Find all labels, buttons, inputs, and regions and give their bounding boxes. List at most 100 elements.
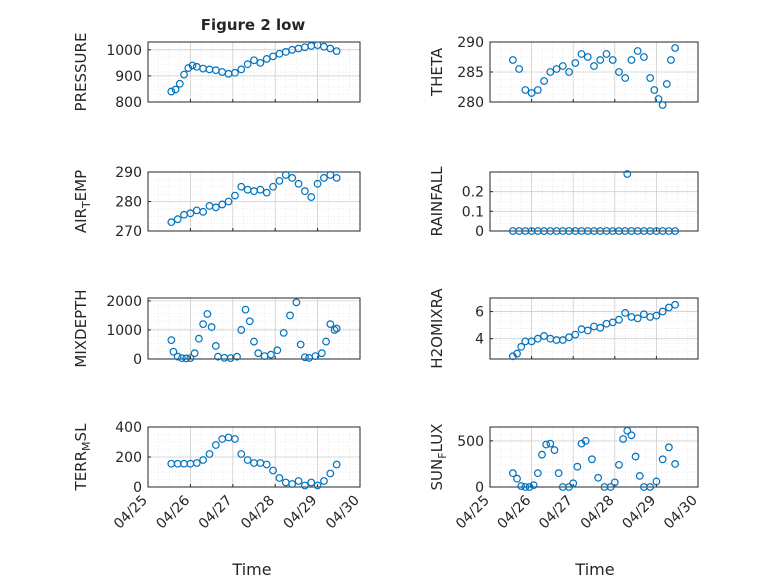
data-point — [581, 436, 590, 445]
data-point — [188, 61, 197, 70]
plot-area — [490, 172, 698, 231]
data-point — [231, 191, 239, 200]
data-point — [211, 203, 220, 212]
data-point — [588, 455, 596, 464]
data-point — [313, 179, 322, 188]
data-point — [646, 74, 655, 82]
y-tick-label: 6 — [475, 305, 484, 321]
data-point — [307, 193, 316, 201]
data-point — [540, 77, 548, 85]
y-tick-label: 0 — [133, 352, 142, 368]
data-point — [533, 86, 542, 94]
data-point — [640, 310, 648, 319]
data-point — [533, 469, 542, 478]
data-point — [307, 478, 316, 487]
data-point — [508, 56, 517, 64]
data-point — [558, 62, 567, 70]
data-point — [262, 188, 271, 197]
data-point — [167, 218, 176, 227]
data-point — [664, 443, 673, 452]
axes-box — [489, 171, 699, 232]
data-point — [565, 333, 573, 342]
y-tick-label: 0 — [475, 480, 484, 496]
data-point — [199, 320, 208, 329]
data-point — [517, 482, 526, 490]
data-point — [296, 340, 305, 349]
subplot-theta: 280 285 290 THETA — [428, 35, 699, 111]
data-point — [237, 182, 246, 191]
data-point — [178, 354, 186, 363]
data-point — [608, 318, 617, 327]
data-point — [565, 68, 573, 76]
data-point — [590, 62, 598, 70]
data-point — [594, 473, 603, 482]
data-point — [207, 323, 216, 331]
data-point — [635, 472, 644, 480]
data-point — [540, 332, 548, 340]
y-axis-label: SUNFLUX — [428, 424, 449, 491]
data-point — [633, 314, 642, 323]
axes-box — [489, 297, 699, 360]
subplot-pressure: 800 900 1000 PRESSURE — [72, 33, 361, 111]
data-point — [269, 52, 277, 61]
data-point — [167, 336, 176, 345]
data-point — [243, 456, 252, 464]
y-axis-label: AIRTEMP — [72, 170, 93, 233]
y-axis-label: H2OMIXRA — [428, 288, 446, 369]
data-point — [231, 435, 239, 443]
data-point — [279, 328, 288, 337]
data-point — [245, 317, 254, 326]
data-point — [573, 462, 582, 471]
data-point — [231, 68, 239, 77]
data-point — [332, 173, 341, 182]
y-tick-label: 2000 — [106, 294, 142, 310]
data-point — [615, 460, 623, 469]
data-point — [250, 337, 258, 346]
data-point — [199, 207, 208, 216]
data-point — [619, 435, 628, 443]
data-point — [513, 349, 521, 358]
data-point — [608, 56, 617, 64]
data-point — [190, 349, 199, 358]
data-point — [256, 185, 265, 194]
data-point — [615, 68, 623, 76]
y-tick-label: 0.2 — [462, 185, 484, 201]
data-point — [211, 342, 220, 350]
y-tick-label: 270 — [115, 224, 142, 240]
y-tick-label: 285 — [457, 65, 484, 81]
data-point — [267, 350, 275, 359]
y-axis-label: THETA — [428, 47, 446, 97]
data-point — [180, 70, 188, 79]
data-point — [667, 56, 675, 64]
data-point — [294, 179, 303, 188]
x-axis-label-left: Time — [231, 560, 271, 579]
data-point — [326, 171, 335, 179]
subplot-air_temp: 270 280 290 AIRTEMP — [72, 165, 361, 240]
data-point — [596, 323, 605, 332]
data-point — [671, 460, 680, 468]
y-tick-label: 1000 — [106, 43, 142, 59]
data-point — [517, 342, 526, 351]
data-point — [286, 311, 294, 320]
data-point — [546, 439, 555, 448]
data-point — [275, 176, 284, 185]
data-point — [182, 354, 191, 363]
data-point — [171, 85, 180, 94]
data-point — [233, 352, 241, 361]
data-point — [658, 307, 667, 316]
data-point — [610, 478, 619, 487]
data-point — [623, 426, 632, 435]
data-point — [192, 459, 201, 467]
data-point — [269, 182, 277, 191]
data-point — [671, 44, 680, 52]
subplot-rainfall: 0 0.1 0.2 RAINFALL — [428, 166, 699, 240]
data-point — [627, 431, 636, 440]
data-point — [538, 450, 546, 459]
data-point — [515, 65, 524, 73]
data-point — [241, 305, 250, 314]
data-point — [583, 326, 592, 335]
data-point — [627, 56, 636, 64]
data-point — [173, 352, 182, 361]
data-point — [521, 86, 530, 94]
